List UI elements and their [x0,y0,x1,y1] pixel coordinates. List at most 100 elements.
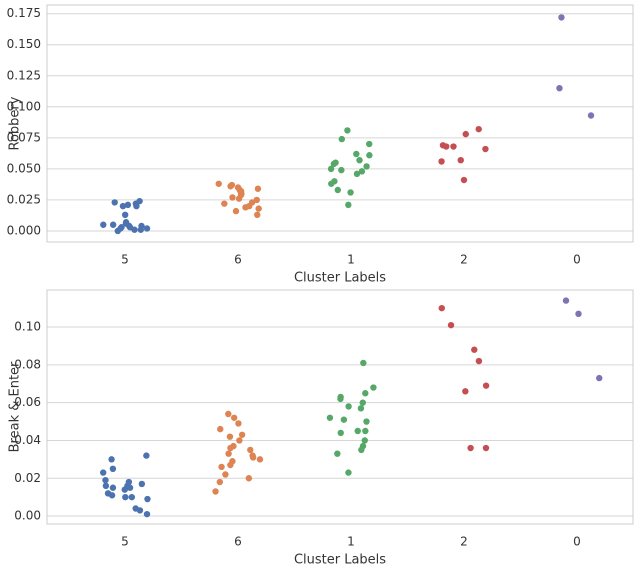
point [131,226,138,233]
x-tick-label: 5 [121,253,129,267]
point [255,205,262,212]
point [338,135,346,143]
point [247,446,254,454]
x-tick-label: 0 [573,535,581,549]
y-tick-label: 0.025 [7,192,41,206]
point [102,476,109,484]
point [227,444,234,452]
point [253,196,261,204]
point [558,14,565,21]
point [482,145,489,153]
point [216,478,224,486]
point [227,461,234,469]
x-tick-label: 5 [121,535,129,549]
point [467,444,474,452]
point [133,202,140,210]
point [121,486,128,493]
y-tick-label: 0.06 [14,395,41,409]
point [358,168,366,175]
point [109,465,117,473]
y-tick-label: 0.10 [14,320,41,334]
point [443,143,450,150]
point [361,437,368,444]
point [556,84,563,92]
point [471,346,478,353]
x-tick-label: 1 [347,535,355,549]
point [366,152,373,159]
point [128,493,136,501]
x-tick-label: 6 [234,253,242,267]
point [363,418,370,425]
y-axis-label: Break & Enter [8,361,23,452]
point [482,444,490,452]
point [249,454,257,461]
point [344,127,351,134]
plot-frame [46,289,634,525]
point [144,495,151,503]
point [337,429,344,437]
point [212,488,219,495]
point [337,395,344,403]
point [363,163,370,170]
point [475,357,483,365]
point [345,201,352,209]
point [370,384,377,391]
point [562,297,570,304]
point [475,125,482,133]
point [143,452,150,459]
point [108,456,115,463]
point [334,186,341,194]
point [328,180,335,187]
x-tick-label: 2 [460,253,468,267]
point [136,197,143,205]
point [334,450,341,457]
y-tick-label: 0.125 [7,68,41,82]
point [143,225,151,232]
y-tick-label: 0.00 [14,509,41,523]
point [457,156,464,164]
point [242,204,249,211]
point [226,433,234,440]
point [225,410,232,418]
y-tick-label: 0.175 [7,6,41,20]
y-tick-label: 0.04 [14,433,41,447]
point [596,374,603,382]
point [218,463,225,471]
point [217,425,224,433]
point [340,416,348,423]
point [254,185,262,192]
point [235,420,242,427]
point [225,450,232,457]
point [254,211,261,219]
point [462,388,469,395]
point [366,140,373,148]
point [256,456,264,463]
point [236,437,243,444]
point [238,431,246,438]
point [360,359,367,367]
y-tick-label: 0.08 [14,357,41,371]
point [338,166,345,174]
point [347,189,354,196]
point [229,194,236,201]
point [354,427,361,435]
point [221,200,228,207]
point [362,390,369,397]
point [119,202,127,210]
point [353,170,361,178]
y-axis-label: Robbery [8,96,23,150]
point [99,469,107,476]
x-tick-label: 2 [460,535,468,549]
point [450,143,457,150]
point [215,180,222,187]
point [235,195,243,202]
point [327,165,335,173]
y-tick-label: 0.050 [7,161,41,175]
point [232,207,240,215]
point [326,414,334,421]
y-tick-label: 0.100 [7,99,41,113]
y-tick-label: 0.02 [14,471,41,485]
point [126,484,134,491]
point [356,156,363,164]
point [353,150,360,158]
